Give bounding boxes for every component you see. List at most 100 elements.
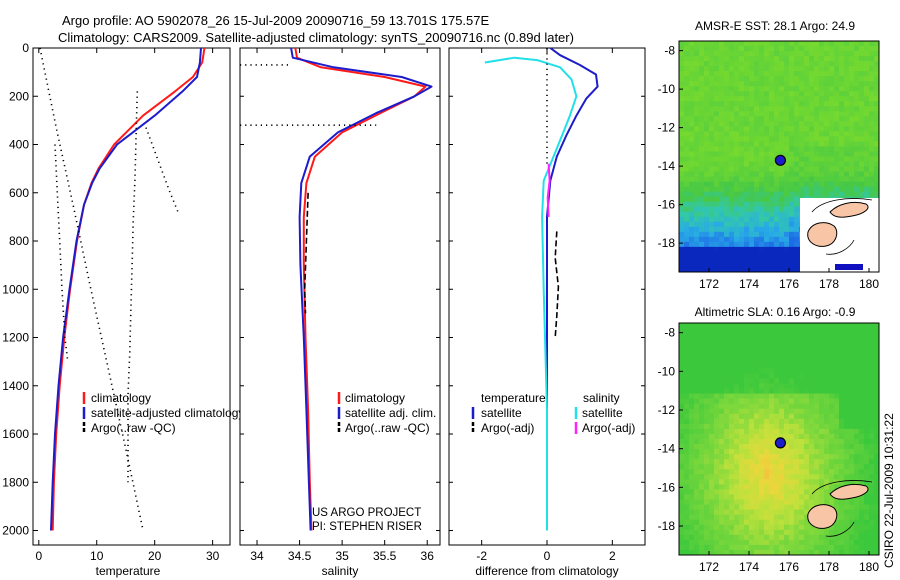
sla-map-cell [759, 378, 765, 385]
sst-map-cell [759, 266, 765, 272]
sst-map-cell [854, 151, 860, 158]
sla-map-cell [754, 494, 760, 501]
sla-map-cell [744, 484, 750, 491]
sst-map-cell [834, 41, 840, 47]
sst-map-cell [774, 201, 780, 208]
sla-map-cell [739, 459, 745, 465]
sst-map-cell [739, 46, 745, 52]
sst-map-cell [699, 91, 705, 97]
sst-map-cell [719, 236, 725, 243]
sla-map-cell [689, 353, 695, 359]
sst-map-cell [759, 56, 765, 62]
sla-map-cell [799, 529, 805, 536]
sla-map-cell [859, 499, 865, 506]
sla-map-cell [839, 423, 845, 430]
sla-map-cell [774, 549, 780, 555]
sla-map-cell [804, 494, 810, 501]
sla-map-cell [709, 403, 715, 410]
sla-map-cell [829, 358, 835, 364]
sst-map-cell [699, 116, 705, 122]
sst-map-cell [724, 101, 730, 107]
sla-map-cell [684, 413, 690, 420]
sla-map-cell [874, 454, 879, 460]
sst-map-cell [844, 61, 850, 67]
sla-map-cell [749, 418, 755, 425]
sla-map-cell [864, 398, 870, 405]
sla-map-cell [824, 393, 830, 400]
sst-map-cell [804, 116, 810, 122]
sst-map-cell [834, 116, 840, 122]
sst-map-cell [819, 191, 825, 198]
sla-map-cell [839, 348, 845, 354]
sst-map-cell [749, 121, 755, 127]
sla-map-cell [679, 398, 685, 405]
sla-map-cell [789, 524, 795, 531]
sst-map-cell [864, 156, 870, 163]
sla-map-cell [854, 469, 860, 475]
sla-map-cell [779, 524, 785, 531]
sst-map-cell [769, 76, 775, 82]
sst-map-cell [819, 176, 825, 183]
sst-map-cell [769, 131, 775, 138]
sst-map-cell [774, 171, 780, 178]
sla-map-cell [684, 408, 690, 415]
sst-map-cell [774, 141, 780, 148]
sst-map-cell [789, 166, 795, 173]
sst-map-cell [704, 261, 710, 268]
sst-map-cell [799, 76, 805, 82]
sla-map-cell [789, 439, 795, 445]
sla-map-cell [784, 358, 790, 364]
sst-map-cell [739, 101, 745, 107]
sla-map-cell [704, 509, 710, 516]
sla-map-cell [844, 534, 850, 541]
sla-map-cell [874, 373, 879, 380]
sla-map-cell [699, 413, 705, 420]
sla-map-cell [714, 449, 720, 455]
sla-map-cell [754, 403, 760, 410]
sla-map-cell [684, 539, 690, 546]
island-vanua-levu [829, 201, 869, 218]
sla-map-cell [704, 474, 710, 480]
sla-map-cell [744, 439, 750, 445]
sst-map-cell [849, 46, 855, 52]
sst-map-ytick-label: -16 [658, 198, 676, 212]
sst-map-cell [679, 181, 685, 188]
sla-map-cell [789, 403, 795, 410]
sla-map-cell [789, 398, 795, 405]
sla-map-cell [724, 358, 730, 364]
sst-map-cell [709, 201, 715, 208]
sla-map-cell [739, 539, 745, 546]
sla-map-cell [844, 479, 850, 485]
sst-map-cell [709, 61, 715, 67]
sla-map-cell [864, 524, 870, 531]
sst-map-cell [869, 131, 875, 138]
sla-map-cell [789, 549, 795, 555]
sla-map-cell [824, 444, 830, 450]
sla-map-cell [774, 368, 780, 375]
sla-map-cell [739, 383, 745, 390]
sla-map-cell [784, 368, 790, 375]
sla-map-cell [744, 373, 750, 380]
sla-map-cell [874, 504, 879, 511]
sst-map-cell [769, 211, 775, 218]
sst-map-cell [699, 166, 705, 173]
sla-map-cell [769, 333, 775, 339]
sla-map-cell [869, 499, 875, 506]
sla-map-cell [684, 474, 690, 480]
sla-map-cell [814, 378, 820, 385]
sst-map-cell [689, 226, 695, 233]
sla-map-cell [799, 534, 805, 541]
sla-map-cell [679, 549, 685, 555]
sst-map-cell [799, 126, 805, 132]
sst-map-cell [714, 256, 720, 263]
sla-map-cell [689, 403, 695, 410]
sla-map-cell [749, 539, 755, 546]
sla-map-cell [729, 459, 735, 465]
sla-map-cell [719, 423, 725, 430]
sla-map-cell [769, 504, 775, 511]
sst-map-cell [824, 121, 830, 127]
sla-map-cell [874, 343, 879, 349]
sst-map-cell [739, 156, 745, 163]
sst-map-cell [759, 96, 765, 102]
sst-map-cell [874, 146, 879, 153]
